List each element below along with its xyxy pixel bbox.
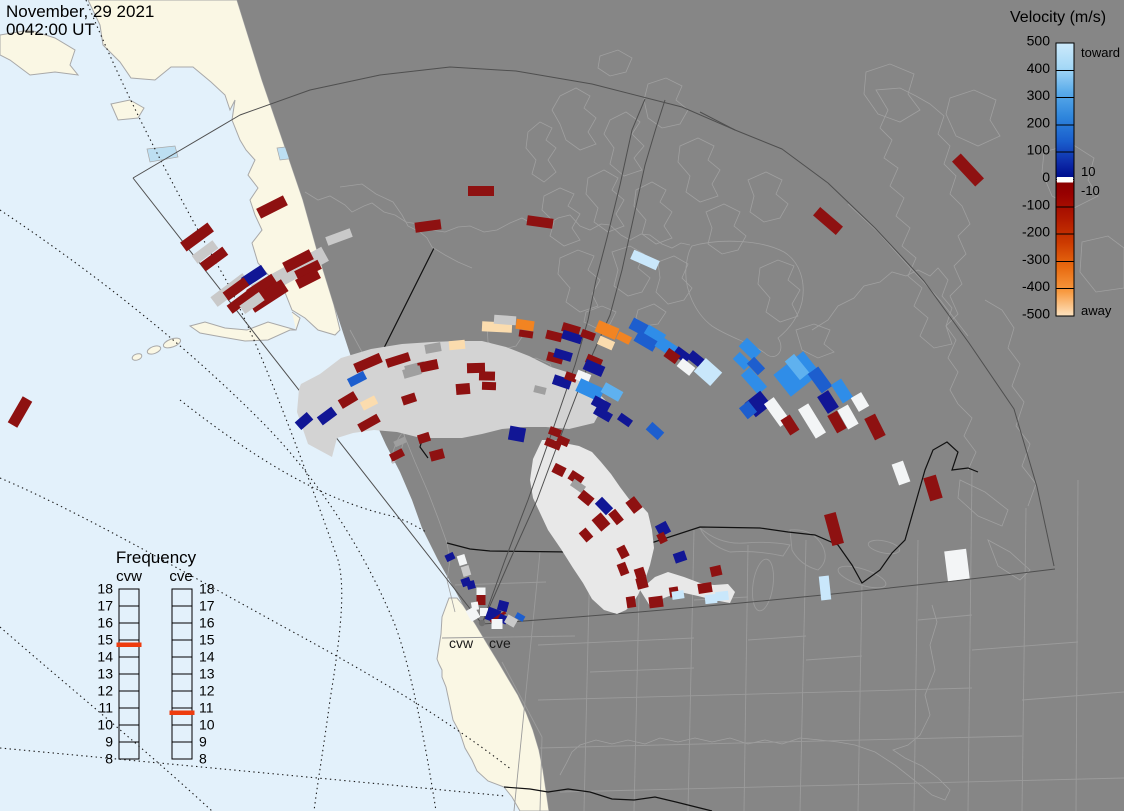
svg-text:0042:00 UT: 0042:00 UT: [6, 20, 95, 39]
svg-text:toward: toward: [1081, 45, 1120, 60]
svg-text:300: 300: [1027, 87, 1051, 103]
svg-text:-400: -400: [1022, 278, 1050, 294]
svg-text:17: 17: [199, 598, 215, 614]
svg-text:Velocity (m/s): Velocity (m/s): [1010, 9, 1106, 26]
svg-text:10: 10: [1081, 164, 1095, 179]
svg-text:11: 11: [199, 700, 214, 716]
svg-text:away: away: [1081, 303, 1112, 318]
svg-text:-10: -10: [1081, 183, 1100, 198]
svg-text:November, 29 2021: November, 29 2021: [6, 2, 154, 21]
svg-text:cvw: cvw: [116, 568, 142, 585]
svg-text:10: 10: [97, 717, 113, 733]
svg-text:-300: -300: [1022, 251, 1050, 267]
svg-text:cve: cve: [169, 568, 192, 585]
svg-text:Frequency: Frequency: [116, 548, 197, 567]
svg-text:14: 14: [199, 649, 215, 665]
svg-text:16: 16: [97, 615, 113, 631]
svg-text:cve: cve: [489, 635, 511, 651]
svg-text:100: 100: [1027, 142, 1051, 158]
svg-text:12: 12: [199, 683, 215, 699]
svg-text:15: 15: [97, 632, 113, 648]
svg-text:11: 11: [98, 700, 113, 716]
svg-text:500: 500: [1027, 33, 1051, 49]
svg-text:16: 16: [199, 615, 215, 631]
svg-text:-100: -100: [1022, 196, 1050, 212]
svg-text:9: 9: [105, 734, 113, 750]
svg-text:8: 8: [105, 751, 113, 767]
svg-text:-200: -200: [1022, 224, 1050, 240]
svg-text:12: 12: [97, 683, 113, 699]
svg-text:17: 17: [97, 598, 113, 614]
svg-text:400: 400: [1027, 60, 1051, 76]
svg-text:-500: -500: [1022, 306, 1050, 322]
svg-text:13: 13: [97, 666, 113, 682]
svg-text:200: 200: [1027, 114, 1051, 130]
svg-text:15: 15: [199, 632, 215, 648]
svg-text:14: 14: [97, 649, 113, 665]
svg-text:cvw: cvw: [449, 635, 474, 651]
svg-text:10: 10: [199, 717, 215, 733]
svg-text:18: 18: [199, 581, 215, 597]
svg-text:18: 18: [97, 581, 113, 597]
svg-text:0: 0: [1042, 169, 1050, 185]
svg-text:8: 8: [199, 751, 207, 767]
svg-text:9: 9: [199, 734, 207, 750]
svg-text:13: 13: [199, 666, 215, 682]
